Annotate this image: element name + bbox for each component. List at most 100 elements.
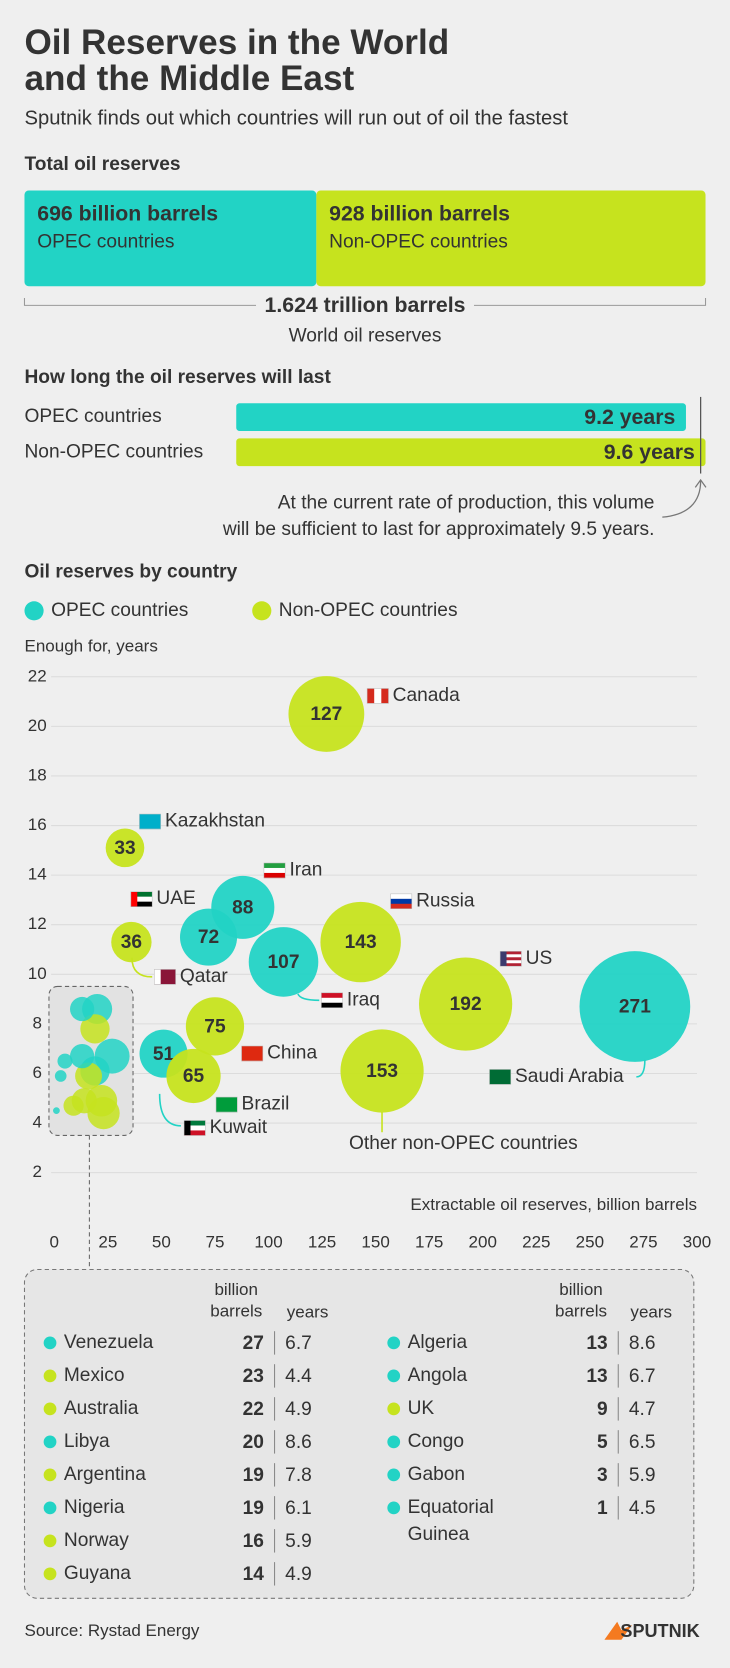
flag-part [374, 688, 382, 704]
x-axis-label: Extractable oil reserves, billion barrel… [410, 1195, 697, 1214]
bubble [166, 1048, 221, 1104]
flag-part [321, 1002, 343, 1008]
country-label: Other non-OPEC countries [349, 1133, 578, 1154]
flag-part [500, 963, 522, 967]
bubble [111, 921, 152, 963]
small-bubble [80, 1014, 110, 1044]
flag-part [500, 960, 522, 964]
source: Source: Rystad Energy [24, 1621, 199, 1640]
row-name: Algeria [407, 1331, 468, 1353]
title-line: and the Middle East [24, 59, 354, 98]
inset-table [23, 1268, 695, 1599]
years-header: years [630, 1303, 672, 1322]
reserve-value: 928 billion barrels [329, 202, 510, 226]
bubble [320, 901, 401, 983]
row-reserves: 16 [243, 1531, 264, 1552]
total-bracket [23, 297, 707, 306]
row-name-box: Norway [64, 1529, 129, 1550]
row-years: 8.6 [285, 1432, 312, 1453]
row-name-box: Australia [63, 1397, 139, 1419]
row-reserves: 5 [597, 1432, 608, 1453]
flag [215, 1096, 238, 1113]
row-name: Australia [63, 1397, 139, 1419]
flag [263, 862, 286, 879]
row-years: 7.8 [285, 1465, 312, 1486]
flag-part [390, 893, 412, 900]
bubble-value: 153 [366, 1061, 398, 1082]
bubble-value: 192 [450, 994, 482, 1015]
x-tick-label: 0 [50, 1232, 59, 1251]
x-tick-label: 125 [308, 1232, 336, 1251]
country-label: Kuwait [210, 1117, 268, 1138]
row-reserves: 23 [243, 1366, 264, 1387]
section-heading: Total oil reserves [24, 154, 180, 175]
flag [321, 992, 343, 1008]
reference-note: will be sufficient to last for approxima… [222, 519, 655, 540]
small-bubble [70, 1043, 95, 1069]
bubble-value: 51 [153, 1044, 175, 1065]
reserve-bar [24, 190, 317, 287]
chart-title: Oil reserves by country [24, 562, 237, 583]
small-bubble [63, 1095, 84, 1116]
row-name-box: Congo [407, 1430, 465, 1452]
country-label: Iraq [347, 989, 380, 1010]
bubble-value: 72 [198, 927, 219, 948]
x-tick-label: 50 [152, 1232, 171, 1251]
row-name: Equatorial Guinea [407, 1496, 494, 1545]
label-connector [636, 1059, 646, 1078]
bubble-value: 88 [232, 897, 254, 918]
row-reserves: 19 [243, 1498, 264, 1519]
brand: SPUTNIK [620, 1621, 699, 1641]
row-years: 6.7 [285, 1333, 312, 1354]
bubble-value: 33 [114, 838, 135, 859]
flag-part [500, 957, 522, 961]
duration-bar [236, 438, 706, 467]
row-name-box: Gabon [408, 1463, 466, 1484]
duration-value: 9.6 years [604, 440, 695, 464]
row-reserves: 20 [243, 1432, 264, 1453]
y-tick-label: 14 [28, 865, 47, 884]
flag-part [390, 898, 412, 905]
flag-part [130, 891, 153, 897]
bubble [105, 828, 145, 868]
row-name: Venezuela [63, 1331, 154, 1353]
flag-part [130, 896, 153, 902]
row-name: Congo [407, 1430, 465, 1452]
reference-arrow [662, 478, 707, 518]
row-swatch [43, 1567, 57, 1581]
bubble [288, 676, 365, 752]
bubble-value: 271 [619, 997, 651, 1018]
row-reserves: 3 [597, 1465, 608, 1486]
flag-border [499, 951, 522, 967]
reserves-header: billion barrels [210, 1281, 263, 1321]
bubble-value: 65 [183, 1066, 205, 1087]
flag [139, 813, 161, 830]
row-name-box: Venezuela [63, 1331, 154, 1353]
y-tick-label: 22 [28, 666, 47, 685]
legend-swatch [252, 601, 272, 621]
row-name: Mexico [63, 1364, 125, 1386]
row-swatch [43, 1336, 57, 1350]
flag [390, 893, 413, 910]
y-tick-label: 16 [28, 815, 47, 834]
bubble [179, 908, 238, 966]
reserve-label: OPEC countries [37, 232, 174, 253]
bubble [340, 1029, 424, 1113]
duration-bar [236, 403, 686, 431]
bubble [579, 951, 691, 1062]
x-tick-label: 250 [576, 1232, 604, 1251]
flag-part [154, 969, 161, 985]
flag [154, 969, 176, 985]
flag-border [489, 1069, 512, 1085]
small-bubble [75, 1062, 103, 1090]
flag-part [263, 867, 286, 874]
row-years: 6.1 [285, 1498, 312, 1519]
country-label: Russia [416, 890, 475, 911]
bubble [419, 957, 513, 1051]
flag-border [263, 862, 286, 879]
row-swatch [387, 1501, 401, 1515]
row-name-box: UK [408, 1397, 435, 1418]
row-years: 4.9 [285, 1564, 312, 1585]
legend-swatch [24, 601, 44, 621]
